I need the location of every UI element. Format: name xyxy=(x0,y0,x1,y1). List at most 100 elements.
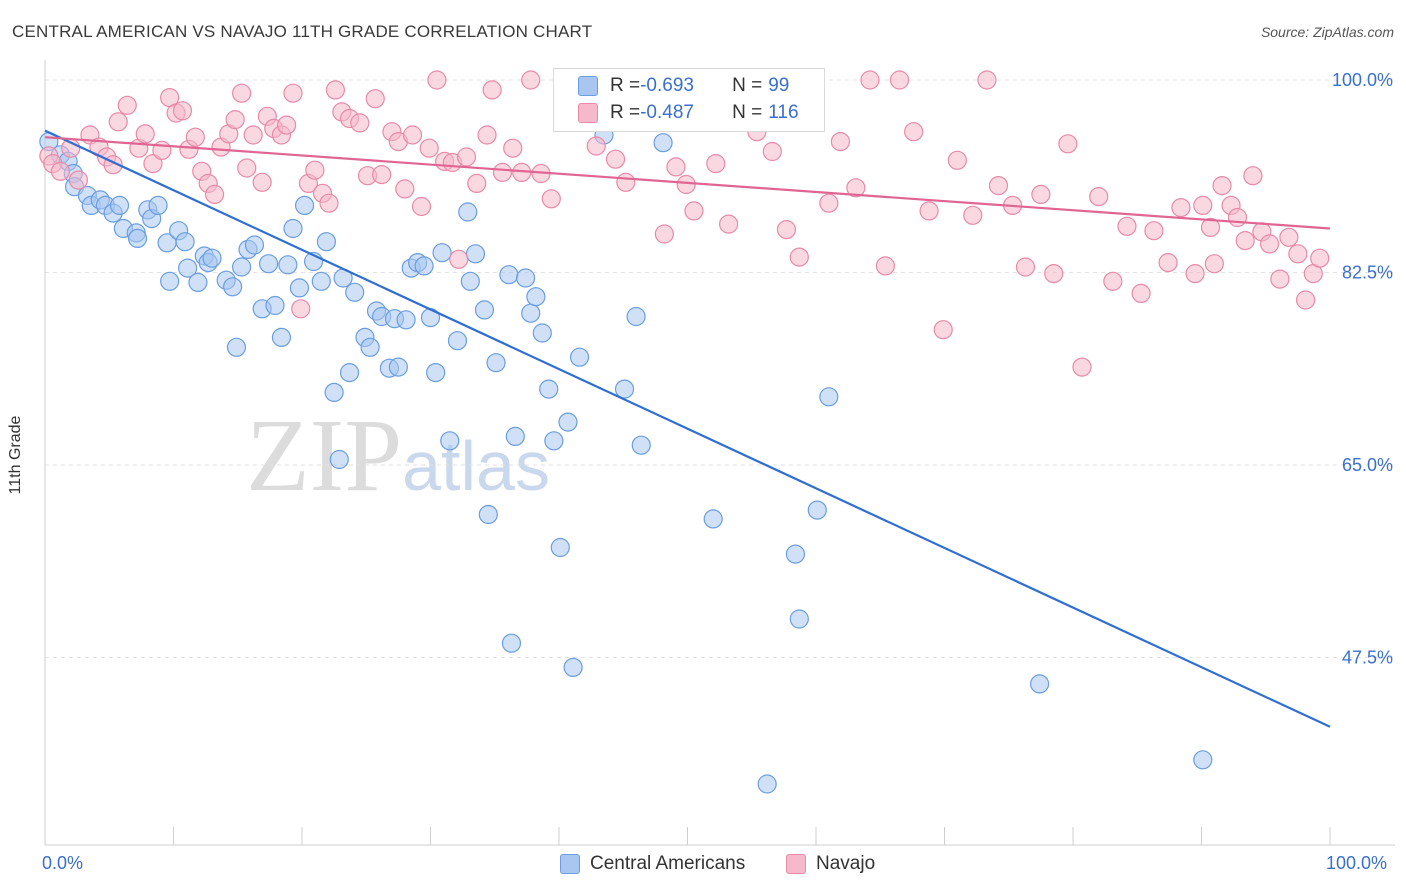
data-point xyxy=(411,196,432,217)
data-point xyxy=(294,195,315,215)
data-point xyxy=(501,633,522,653)
data-point xyxy=(160,271,180,291)
data-point xyxy=(875,256,895,276)
data-point xyxy=(339,363,360,383)
trend-lines xyxy=(44,129,1331,728)
data-point xyxy=(1185,264,1205,284)
r-label: R = xyxy=(610,75,641,96)
data-point xyxy=(706,154,726,174)
source-label: Source: ZipAtlas.com xyxy=(1260,24,1394,40)
data-point xyxy=(226,337,247,357)
data-point xyxy=(933,320,953,340)
stats-legend: R = -0.693 N = 99 R = -0.487 N = 116 xyxy=(553,68,825,132)
data-point xyxy=(569,347,590,367)
legend-item-navajo: Navajo xyxy=(786,851,875,877)
data-point xyxy=(1117,216,1137,236)
navajo-legend-swatch xyxy=(786,854,806,874)
n-value: 116 xyxy=(768,102,799,123)
data-point xyxy=(350,113,370,133)
data-point xyxy=(1015,257,1036,277)
data-point xyxy=(684,201,704,221)
data-point xyxy=(614,379,635,399)
data-point xyxy=(188,272,208,292)
data-point xyxy=(904,122,924,142)
data-point xyxy=(526,287,546,307)
data-point xyxy=(395,179,415,199)
data-point xyxy=(789,247,809,267)
data-point xyxy=(419,138,439,158)
data-point xyxy=(449,249,469,269)
data-point xyxy=(653,133,673,153)
data-point xyxy=(232,257,252,277)
data-point xyxy=(305,160,325,180)
data-point xyxy=(232,83,252,103)
data-point xyxy=(703,509,723,529)
data-point xyxy=(283,83,303,103)
data-point xyxy=(316,232,337,252)
data-point xyxy=(325,80,346,100)
legend-item-central-americans: Central Americans xyxy=(560,851,745,877)
data-point xyxy=(324,382,344,402)
data-point xyxy=(143,154,163,174)
r-value: -0.487 xyxy=(640,102,694,123)
data-point xyxy=(225,109,245,130)
data-point xyxy=(237,158,257,178)
data-point xyxy=(757,774,777,794)
data-point xyxy=(172,101,193,121)
data-point xyxy=(427,70,447,90)
navajo-trend-line xyxy=(44,136,1331,230)
data-point xyxy=(432,243,452,263)
data-point xyxy=(265,295,285,316)
y-tick-labels: 47.5% 65.0% 82.5% 100.0% xyxy=(1332,70,1393,668)
data-point xyxy=(1089,187,1109,207)
data-point xyxy=(486,353,506,373)
data-point xyxy=(505,426,525,446)
legend-label: Navajo xyxy=(816,853,876,874)
data-point xyxy=(1227,207,1248,228)
data-point xyxy=(521,70,541,90)
data-point xyxy=(205,184,225,204)
data-point xyxy=(1295,290,1316,310)
data-point xyxy=(947,150,967,170)
data-point xyxy=(68,170,89,190)
data-point xyxy=(271,327,292,347)
data-point xyxy=(291,299,311,319)
r-value: -0.693 xyxy=(640,75,694,96)
data-point xyxy=(988,176,1009,196)
data-point xyxy=(1144,221,1164,241)
data-point xyxy=(719,214,739,234)
data-point xyxy=(515,268,536,288)
data-point xyxy=(460,271,480,291)
central-americans-trend-line xyxy=(44,129,1331,728)
chart-title: CENTRAL AMERICAN VS NAVAJO 11TH GRADE CO… xyxy=(12,22,593,41)
data-point xyxy=(276,115,297,135)
data-point xyxy=(666,157,686,177)
data-point xyxy=(175,232,195,252)
data-point xyxy=(532,323,552,343)
axes xyxy=(44,60,1395,846)
data-point xyxy=(360,337,380,357)
data-point xyxy=(372,165,392,185)
data-point xyxy=(223,277,243,297)
data-point xyxy=(1212,176,1232,196)
stats-row-navajo: R = -0.487 N = 116 xyxy=(578,102,799,124)
data-point xyxy=(807,500,827,520)
data-point xyxy=(539,379,559,399)
data-point xyxy=(465,244,486,264)
y-tick-label: 100.0% xyxy=(1332,70,1393,90)
data-point xyxy=(447,331,468,351)
data-point xyxy=(474,300,495,320)
data-point xyxy=(785,544,806,564)
data-point xyxy=(762,141,782,162)
data-point xyxy=(440,431,460,451)
data-point xyxy=(185,127,205,147)
data-point xyxy=(319,193,339,213)
data-point xyxy=(654,224,674,244)
data-point xyxy=(499,265,519,285)
data-point xyxy=(289,278,310,298)
data-point xyxy=(963,205,983,225)
y-tick-label: 65.0% xyxy=(1342,455,1393,475)
central-americans-legend-swatch xyxy=(560,854,580,874)
y-tick-label: 47.5% xyxy=(1342,648,1393,668)
